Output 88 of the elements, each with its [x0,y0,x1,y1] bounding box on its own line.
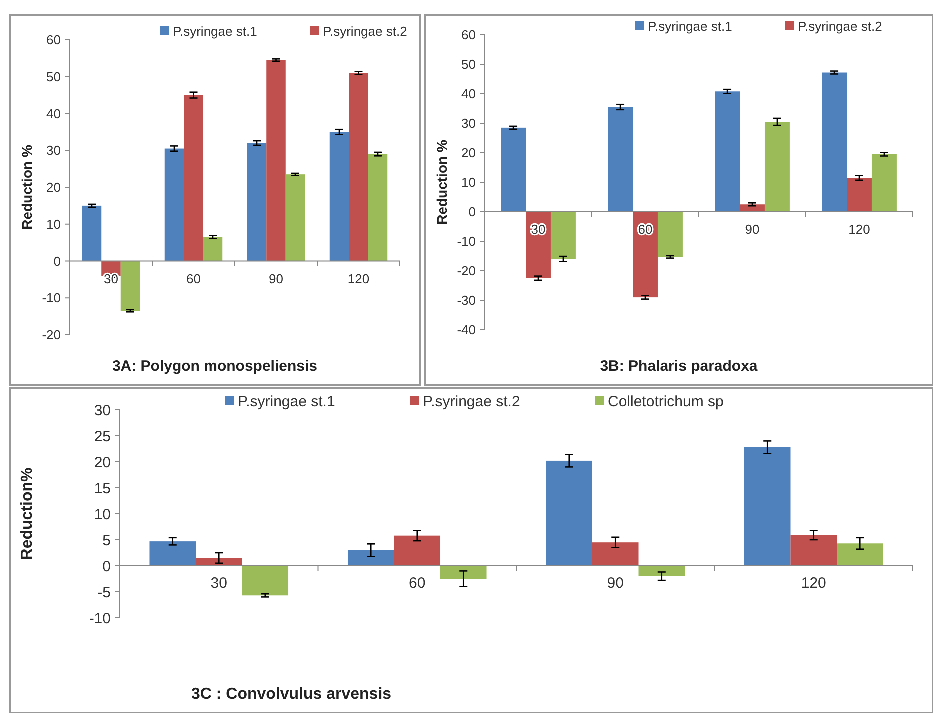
bar [740,204,765,212]
bar [348,550,394,566]
bar [286,174,306,262]
bar [872,154,897,212]
bar [120,261,140,312]
y-tick-label: -5 [98,584,111,602]
y-tick-label: -20 [457,264,476,279]
bar [196,558,242,566]
bar [242,566,289,596]
x-tick-label: 120 [801,575,826,592]
y-tick-label: -10 [42,290,61,306]
bar [790,535,838,566]
bar [266,60,286,262]
y-tick-label: 30 [462,116,476,132]
bar [658,212,683,258]
y-tick-label: 10 [94,506,111,524]
y-tick-label: 40 [46,106,61,122]
bar [349,73,368,262]
bar [203,237,223,262]
y-tick-label: 10 [46,216,61,232]
bar [501,128,526,212]
text: 3C : Convolvulus arvensis [191,686,392,703]
x-tick-label: 60 [638,222,653,237]
bar [715,92,740,212]
legend-label: P.syringae st.2 [798,18,882,34]
y-tick-label: 0 [54,254,61,269]
bar [546,460,592,566]
y-axis-title: Reduction% [19,468,36,560]
bar [550,212,576,260]
bar [837,544,884,566]
y-tick-label: 20 [462,146,476,161]
legend-label: P.syringae st.2 [423,394,520,410]
legend-label: P.syringae st.1 [648,18,732,34]
x-tick-label: 60 [186,271,201,286]
legend-label: Colletotrichum sp [608,394,724,410]
bar [633,212,658,298]
y-tick-label: 30 [94,402,111,420]
y-tick-label: 50 [462,57,476,72]
bar [82,206,102,262]
legend-label: P.syringae st.2 [323,24,408,39]
bar [440,566,487,579]
y-tick-label: 10 [462,175,476,190]
y-tick-label: -40 [457,322,476,338]
bar [608,107,634,212]
y-axis-title: Reduction % [434,140,450,225]
y-tick-label: -20 [42,328,61,343]
bar [822,72,848,212]
y-tick-label: 0 [102,558,111,576]
x-tick-label: 120 [348,271,370,286]
bar [764,122,790,212]
bar [150,542,196,566]
bar [847,178,872,212]
bar [368,154,388,262]
bar [184,95,204,262]
y-tick-label: 20 [46,180,61,196]
y-tick-label: 15 [94,480,111,498]
text: 3A: Polygon monospeliensis [112,358,318,375]
legend-label: P.syringae st.1 [173,24,258,39]
bar [394,536,441,566]
x-tick-label: 120 [848,222,870,237]
bar [638,566,686,576]
y-tick-label: -30 [457,293,476,308]
x-tick-label: 30 [210,575,228,592]
x-tick-label: 30 [531,222,546,237]
bar [330,132,350,262]
y-tick-label: 25 [94,428,111,446]
y-tick-label: 30 [46,143,61,158]
legend-label: P.syringae st.1 [238,394,336,410]
x-tick-label: 60 [409,575,426,592]
y-tick-label: 0 [468,204,476,220]
bar [526,212,551,278]
text: 3B: Phalaris paradoxa [600,358,758,375]
y-tick-label: 20 [94,454,111,472]
y-tick-label: -10 [457,234,476,250]
bar [592,542,639,566]
x-tick-label: 90 [607,575,624,592]
y-tick-label: 60 [46,32,61,48]
y-tick-label: 5 [102,532,111,550]
y-tick-label: 40 [462,86,476,102]
bar [164,148,184,262]
y-axis-title: Reduction % [19,144,35,230]
y-tick-label: 50 [46,69,61,84]
bar [744,447,791,566]
y-tick-label: 60 [462,28,476,43]
x-tick-label: 90 [745,222,760,237]
bar [247,143,267,262]
y-tick-label: -10 [89,610,111,628]
x-tick-label: 90 [269,271,284,286]
